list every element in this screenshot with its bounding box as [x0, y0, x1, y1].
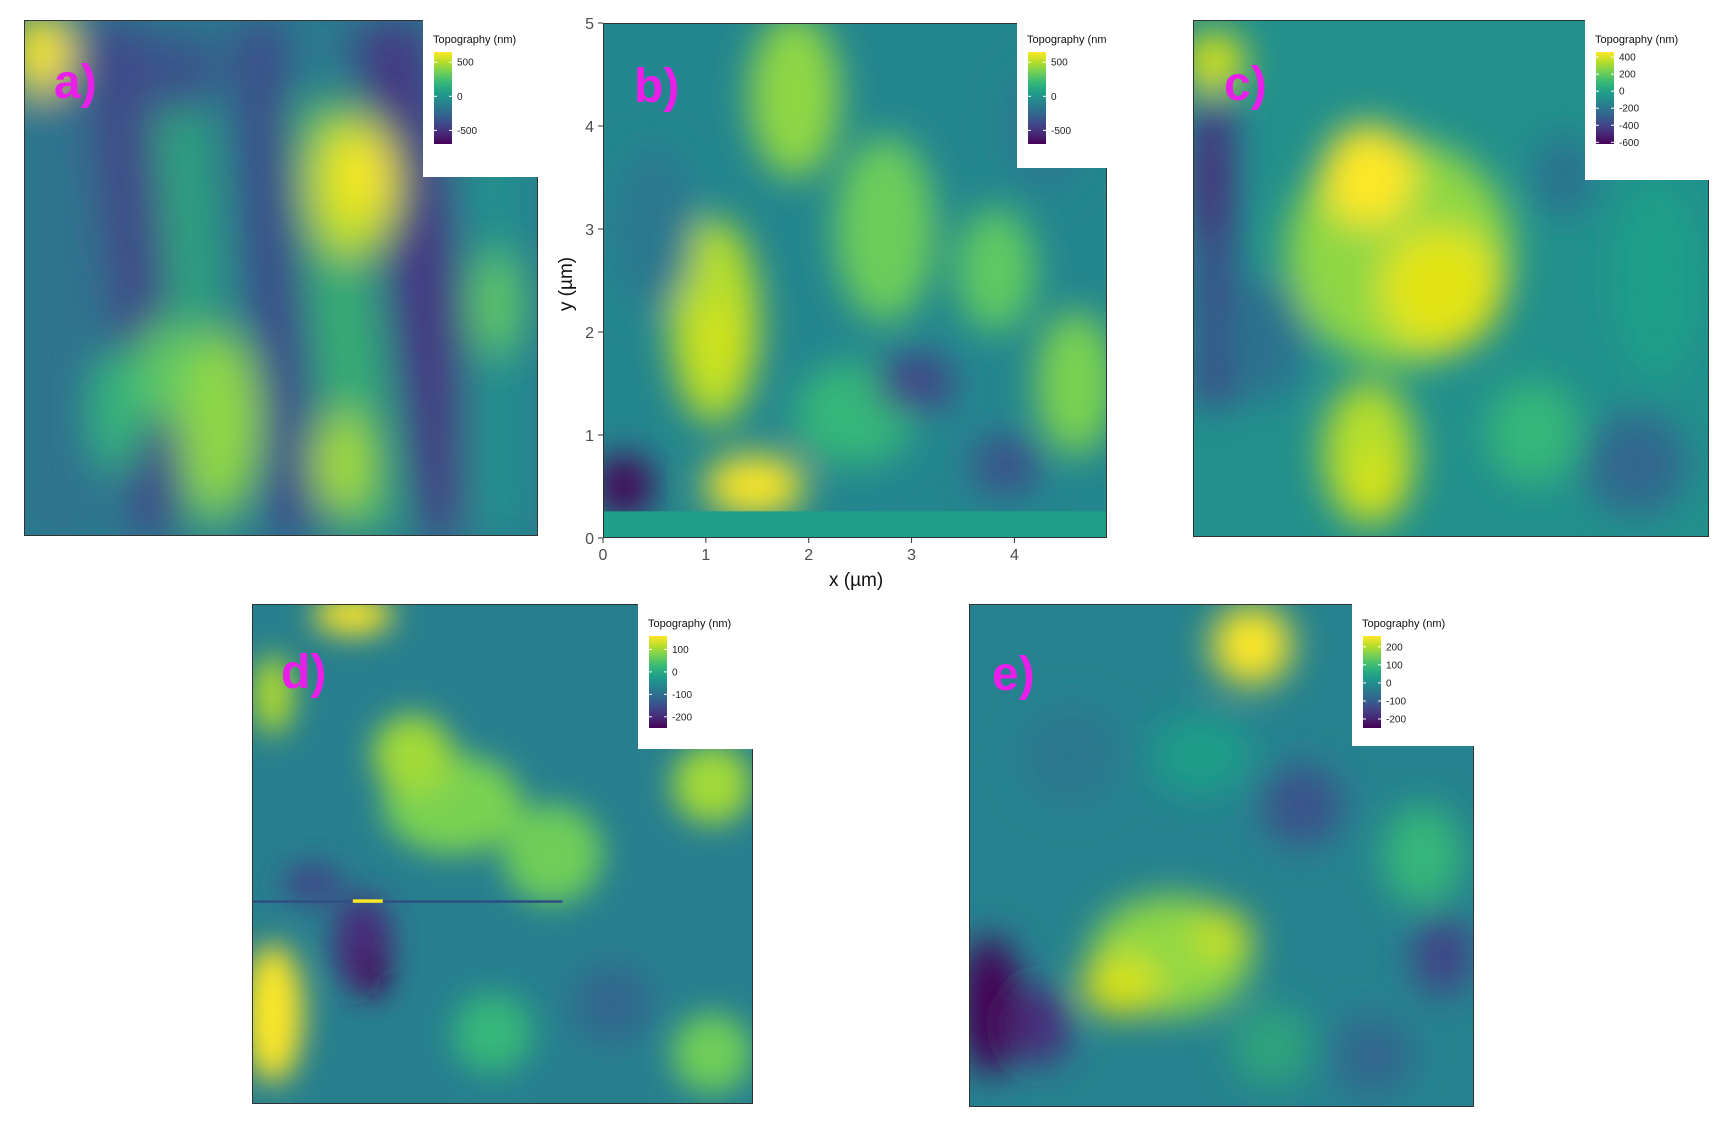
- colorbar-tick-label: -400: [1619, 121, 1639, 132]
- colorbar-tick-label: 0: [672, 667, 678, 678]
- colorbar-tick-label: 100: [1386, 660, 1403, 671]
- colorbar-gradient: [1363, 636, 1381, 728]
- y-tick-label: 0: [585, 531, 594, 548]
- topography-map-b: [604, 24, 1106, 537]
- colorbar-e: 200 100 0 -100 -200: [1363, 636, 1406, 728]
- y-tick-label: 5: [585, 16, 594, 33]
- colorbar-legend-d: Topography (nm) 100 0 -100 -200: [638, 604, 753, 749]
- heatmap-panel-e: e): [969, 604, 1474, 1107]
- y-tick-label: 4: [585, 119, 594, 136]
- colorbar-tick-label: -600: [1619, 138, 1639, 149]
- colorbar-tick-label: 100: [672, 645, 689, 656]
- x-tick-label: 4: [1010, 547, 1019, 564]
- colorbar-tick-label: 500: [1051, 58, 1068, 69]
- colorbar-title-b: Topography (nm: [1027, 34, 1107, 46]
- colorbar-title-a: Topography (nm): [433, 34, 517, 46]
- colorbar-tick-label: -200: [672, 712, 692, 723]
- colorbar-gradient: [1028, 52, 1046, 144]
- panel-label-e: e): [992, 648, 1035, 701]
- heatmap-panel-b: b): [603, 23, 1107, 538]
- colorbar-d: 100 0 -100 -200: [649, 636, 692, 728]
- colorbar-legend-b: Topography (nm 500 0 -500: [1017, 20, 1107, 168]
- y-tick-label: 2: [585, 325, 594, 342]
- colorbar-gradient: [434, 52, 452, 144]
- colorbar-tick-label: 500: [457, 58, 474, 69]
- panel-label-c: c): [1224, 58, 1267, 111]
- topography-map-e: [970, 605, 1473, 1106]
- x-tick-label: 0: [599, 547, 608, 564]
- colorbar-tick-label: -100: [672, 690, 692, 701]
- x-tick-label: 3: [907, 547, 916, 564]
- colorbar-legend-e: Topography (nm) 200 100 0 -100 -200: [1352, 604, 1474, 746]
- colorbar-b: 500 0 -500: [1028, 52, 1071, 144]
- x-tick-label: 1: [701, 547, 710, 564]
- colorbar-tick-label: 200: [1619, 70, 1636, 81]
- colorbar-title-c: Topography (nm): [1595, 34, 1679, 46]
- panel-label-d: d): [281, 646, 327, 699]
- colorbar-gradient: [649, 636, 667, 728]
- colorbar-tick-label: 0: [457, 92, 463, 103]
- colorbar-tick-label: 0: [1619, 87, 1625, 98]
- colorbar-c: 400 200 0 -200 -400 -600: [1596, 52, 1639, 149]
- colorbar-tick-label: -200: [1619, 104, 1639, 115]
- colorbar-legend-a: Topography (nm) 500 0 -500: [423, 20, 538, 177]
- colorbar-tick-label: -100: [1386, 696, 1406, 707]
- x-tick-label: 2: [804, 547, 813, 564]
- colorbar-tick-label: -500: [1051, 126, 1071, 137]
- colorbar-title-e: Topography (nm): [1362, 618, 1446, 630]
- colorbar-legend-c: Topography (nm) 400 200 0 -200 -400 -600: [1585, 20, 1709, 180]
- colorbar-tick-label: 200: [1386, 642, 1403, 653]
- panel-label-b: b): [634, 60, 680, 113]
- colorbar-tick-label: -200: [1386, 714, 1406, 725]
- colorbar-title-d: Topography (nm): [648, 618, 732, 630]
- y-tick-label: 3: [585, 222, 594, 239]
- colorbar-tick-label: 0: [1051, 92, 1057, 103]
- y-tick-label: 1: [585, 428, 594, 445]
- colorbar-tick-label: -500: [457, 126, 477, 137]
- panel-label-a: a): [54, 56, 97, 109]
- colorbar-gradient: [1596, 52, 1614, 144]
- y-axis-title: y (µm): [556, 256, 578, 312]
- colorbar-a: 500 0 -500: [434, 52, 477, 144]
- colorbar-tick-label: 400: [1619, 53, 1636, 64]
- x-axis-title: x (µm): [829, 570, 884, 591]
- colorbar-tick-label: 0: [1386, 678, 1392, 689]
